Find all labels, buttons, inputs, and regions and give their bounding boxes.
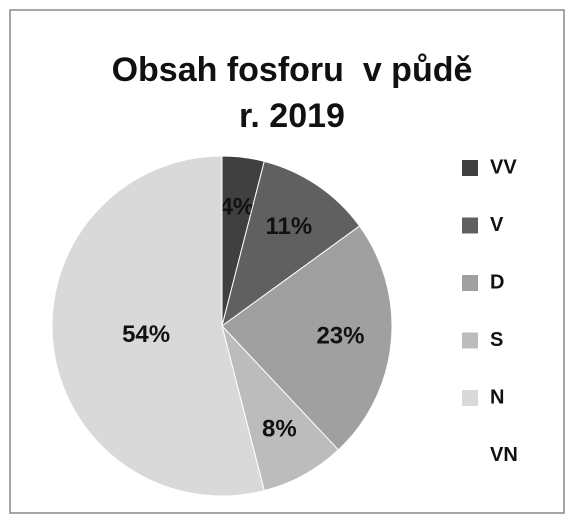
data-label: 11% <box>266 213 313 240</box>
legend-swatch <box>462 217 478 234</box>
data-label: 8% <box>262 416 297 443</box>
legend-swatch <box>462 275 478 291</box>
data-label: 54% <box>122 321 170 348</box>
legend-swatch <box>462 160 478 176</box>
data-label: 4% <box>220 193 255 220</box>
chart-title: r. 2019 <box>239 97 345 135</box>
legend-label: V <box>490 214 504 236</box>
legend-swatch <box>462 390 478 406</box>
pie-slice <box>221 160 361 328</box>
legend-label: D <box>490 271 504 293</box>
legend-label: N <box>490 386 504 408</box>
chart-title: Obsah fosforu v půdě <box>112 51 473 89</box>
legend-label: VV <box>490 156 517 178</box>
legend-label: VN <box>490 444 518 466</box>
legend-label: S <box>490 329 503 351</box>
data-label: 23% <box>316 323 364 350</box>
legend-swatch <box>462 447 478 464</box>
pie-slice <box>221 225 393 451</box>
legend-swatch <box>462 332 478 349</box>
pie-slice <box>51 155 265 497</box>
